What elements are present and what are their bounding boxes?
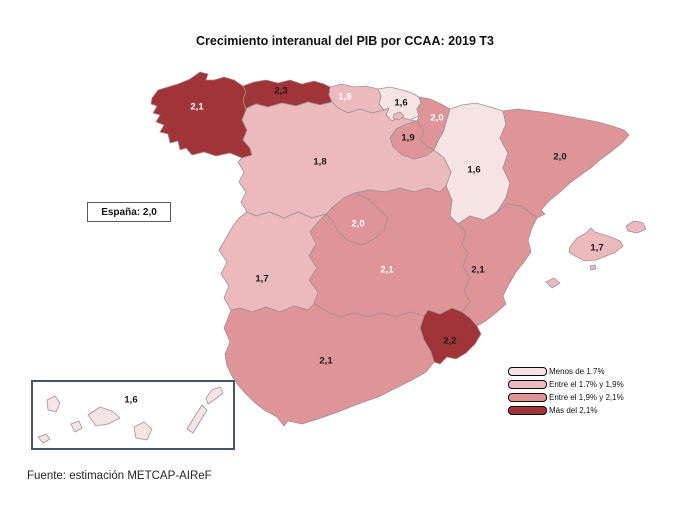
espana-total-box: España: 2,0: [87, 202, 171, 222]
legend-swatch-cat4: [508, 406, 547, 415]
legend-label: Menos de 1.7%: [549, 367, 605, 376]
legend-swatch-cat3: [508, 393, 547, 402]
galicia-value-label: 2,1: [190, 102, 204, 113]
cabrera-island: [589, 264, 597, 271]
comunidad-valenciana-region: [457, 203, 538, 327]
extremadura-region: [218, 211, 327, 313]
gran-canaria-island: [133, 421, 153, 441]
madrid-value-label: 2,0: [351, 219, 364, 230]
extremadura-value-label: 1,7: [255, 274, 268, 285]
espana-total-label: España: 2,0: [101, 206, 157, 218]
legend-swatch-cat1: [508, 367, 547, 376]
fuerteventura-island: [186, 404, 208, 434]
ibiza-island: [545, 277, 561, 289]
el-hierro-island: [37, 433, 51, 444]
legend-item: Más del 2,1%: [508, 404, 624, 417]
andalucia-value-label: 2,1: [319, 356, 333, 367]
page-title: Crecimiento interanual del PIB por CCAA:…: [196, 34, 494, 48]
cataluna-value-label: 2,0: [553, 152, 566, 163]
baleares-value-label: 1,7: [590, 243, 603, 254]
la-gomera-island: [70, 420, 83, 433]
legend-label: Entre el 1,9% y 2,1%: [549, 393, 624, 402]
legend-item: Entre el 1,9% y 2,1%: [508, 391, 624, 404]
legend-label: Más del 2,1%: [549, 406, 598, 415]
legend-swatch-cat2: [508, 380, 547, 389]
galicia-region: [150, 71, 253, 159]
legend-label: Entre el 1.7% y 1,9%: [549, 380, 624, 389]
source-note: Fuente: estimación METCAP-AIReF: [27, 470, 212, 482]
valenciana-value-label: 2,1: [471, 265, 485, 276]
castilla-y-leon-region: [237, 101, 452, 219]
andalucia-region: [223, 303, 435, 427]
legend-item: Entre el 1.7% y 1,9%: [508, 378, 624, 391]
aragon-value-label: 1,6: [467, 165, 480, 176]
canary-inset-box: [31, 380, 235, 450]
castilla-la-mancha-value-label: 2,1: [380, 265, 394, 276]
navarra-value-label: 2,0: [430, 113, 443, 124]
legend-item: Menos de 1.7%: [508, 365, 624, 378]
castilla-y-leon-value-label: 1,8: [313, 157, 326, 168]
canarias-value-label: 1,6: [124, 395, 137, 406]
la-rioja-value-label: 1,9: [401, 133, 414, 144]
murcia-value-label: 2,2: [443, 336, 456, 347]
cataluna-region: [496, 108, 630, 219]
lanzarote-island: [205, 386, 224, 405]
pais-vasco-value-label: 1,6: [394, 98, 407, 109]
la-palma-island: [46, 395, 61, 413]
mallorca-island: [568, 227, 624, 262]
cantabria-value-label: 1,8: [338, 92, 351, 103]
trevino-enclave: [392, 111, 405, 121]
legend: Menos de 1.7% Entre el 1.7% y 1,9% Entre…: [508, 365, 624, 417]
tenerife-island: [87, 406, 121, 427]
asturias-value-label: 2,3: [274, 86, 287, 97]
menorca-island: [625, 220, 647, 234]
